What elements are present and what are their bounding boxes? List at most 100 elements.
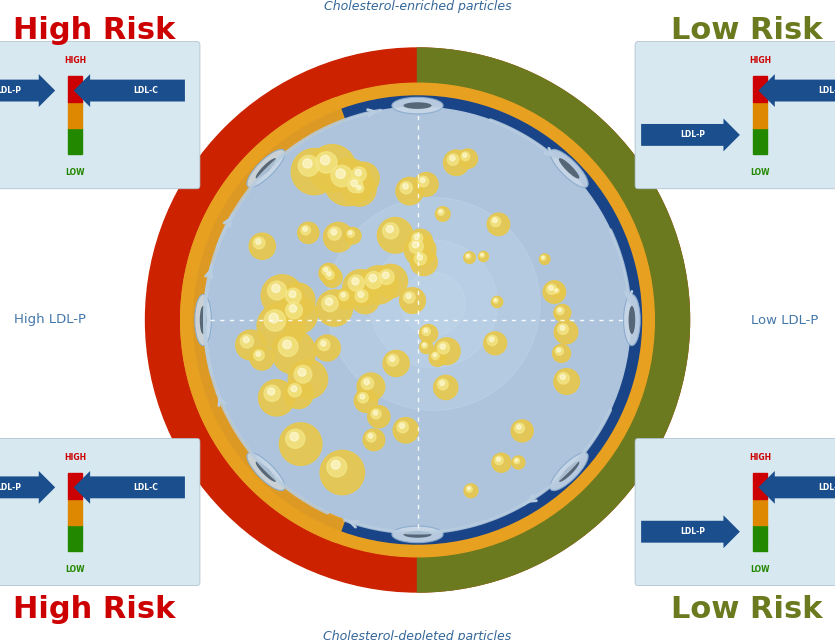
Circle shape	[301, 225, 311, 235]
Circle shape	[235, 330, 266, 360]
FancyBboxPatch shape	[73, 74, 185, 107]
Circle shape	[560, 374, 565, 380]
Polygon shape	[180, 97, 345, 543]
Circle shape	[145, 48, 690, 592]
Circle shape	[362, 377, 374, 390]
Circle shape	[180, 83, 655, 557]
Circle shape	[370, 240, 498, 368]
Text: Low Risk: Low Risk	[671, 16, 822, 45]
Circle shape	[303, 227, 307, 231]
Circle shape	[402, 272, 465, 336]
Circle shape	[546, 284, 557, 294]
Circle shape	[492, 296, 503, 308]
Circle shape	[321, 341, 326, 346]
Ellipse shape	[200, 306, 206, 334]
Circle shape	[560, 326, 564, 330]
Circle shape	[298, 222, 319, 243]
Circle shape	[541, 255, 546, 260]
Circle shape	[286, 302, 302, 319]
Circle shape	[280, 296, 317, 333]
Circle shape	[463, 154, 467, 157]
Circle shape	[494, 456, 504, 465]
Text: LDL-C: LDL-C	[134, 483, 158, 492]
Circle shape	[487, 213, 509, 236]
Circle shape	[347, 162, 379, 195]
Circle shape	[379, 269, 394, 284]
Circle shape	[331, 229, 337, 235]
Circle shape	[399, 423, 405, 428]
Circle shape	[406, 294, 411, 299]
Circle shape	[331, 165, 352, 187]
Circle shape	[369, 275, 377, 282]
Circle shape	[490, 216, 501, 227]
FancyBboxPatch shape	[641, 118, 740, 151]
Circle shape	[261, 275, 303, 317]
Circle shape	[358, 292, 364, 298]
Circle shape	[440, 344, 445, 349]
Circle shape	[400, 288, 425, 314]
Circle shape	[408, 229, 433, 253]
Circle shape	[433, 353, 437, 356]
Circle shape	[419, 324, 438, 343]
Circle shape	[468, 487, 470, 490]
Circle shape	[443, 150, 469, 175]
Circle shape	[280, 423, 322, 465]
Circle shape	[558, 372, 569, 384]
Circle shape	[368, 434, 372, 438]
Circle shape	[281, 283, 315, 317]
Circle shape	[555, 347, 564, 355]
Circle shape	[402, 184, 408, 189]
Circle shape	[326, 457, 347, 477]
Circle shape	[412, 242, 418, 248]
FancyBboxPatch shape	[0, 471, 55, 504]
Circle shape	[554, 320, 578, 344]
Circle shape	[309, 145, 356, 192]
Ellipse shape	[629, 306, 635, 334]
Circle shape	[271, 330, 316, 374]
Circle shape	[294, 365, 311, 383]
Circle shape	[355, 170, 362, 176]
Circle shape	[492, 453, 511, 472]
Circle shape	[367, 406, 390, 428]
Circle shape	[347, 177, 362, 193]
Circle shape	[409, 239, 423, 253]
Circle shape	[254, 350, 264, 360]
Circle shape	[357, 186, 361, 189]
Circle shape	[264, 310, 286, 331]
Circle shape	[511, 420, 534, 442]
Circle shape	[240, 335, 254, 348]
Circle shape	[326, 271, 334, 280]
Text: HIGH: HIGH	[749, 56, 771, 65]
Circle shape	[324, 268, 328, 272]
Circle shape	[556, 307, 564, 315]
Circle shape	[267, 388, 275, 395]
Text: High Risk: High Risk	[13, 595, 175, 624]
Circle shape	[438, 342, 449, 354]
Text: Low LDL-P: Low LDL-P	[752, 314, 818, 326]
Circle shape	[450, 156, 455, 161]
Circle shape	[352, 182, 371, 200]
Text: Cholesterol-enriched particles: Cholesterol-enriched particles	[324, 0, 511, 13]
Text: Low Risk: Low Risk	[671, 595, 822, 624]
Circle shape	[423, 344, 426, 346]
Circle shape	[298, 156, 319, 176]
Circle shape	[205, 107, 630, 532]
Circle shape	[354, 389, 377, 412]
Circle shape	[515, 459, 518, 461]
Circle shape	[439, 210, 442, 213]
Ellipse shape	[559, 461, 579, 482]
Circle shape	[358, 392, 368, 403]
Text: LDL-C: LDL-C	[818, 86, 835, 95]
Circle shape	[549, 286, 554, 291]
Circle shape	[352, 278, 359, 285]
Circle shape	[269, 314, 279, 323]
Text: High Risk: High Risk	[13, 16, 175, 45]
Ellipse shape	[550, 452, 588, 491]
Polygon shape	[418, 48, 690, 592]
Circle shape	[342, 172, 376, 206]
Circle shape	[390, 356, 395, 362]
Circle shape	[351, 285, 379, 314]
Bar	[752, 474, 767, 499]
Circle shape	[438, 379, 448, 390]
Circle shape	[418, 176, 428, 187]
